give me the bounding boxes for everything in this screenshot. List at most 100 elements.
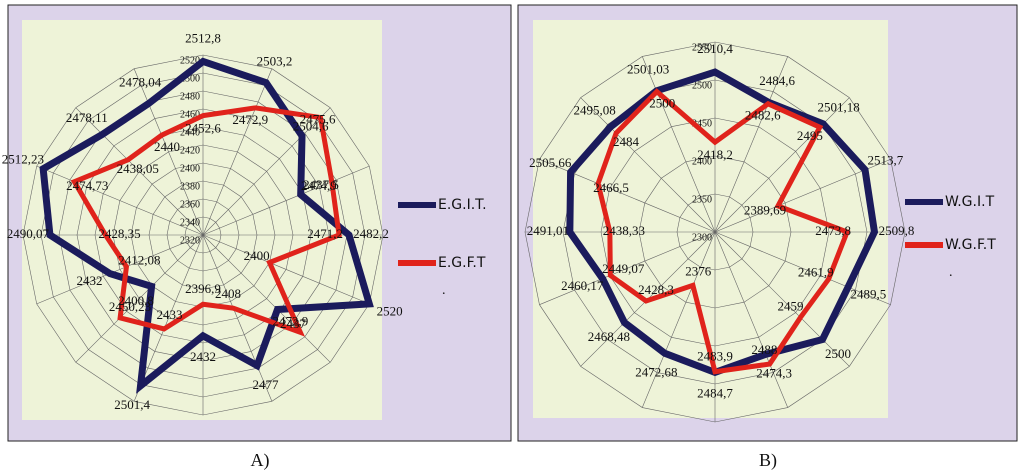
r-tick-label: 2550: [692, 42, 712, 53]
r-tick-label: 2420: [180, 145, 200, 156]
data-label: 2474,73: [66, 178, 108, 193]
data-label: 2482,2: [353, 226, 389, 241]
spoke: [75, 234, 204, 363]
data-label: 2488: [751, 342, 777, 357]
data-label: 2471,2: [307, 226, 343, 241]
spoke: [714, 97, 850, 233]
data-label: 2483,9: [697, 349, 733, 364]
data-label: 2510,4: [697, 41, 733, 56]
r-tick-label: 2350: [692, 194, 712, 205]
data-label: 2500: [825, 346, 851, 361]
data-label: 2400,8: [118, 293, 154, 308]
data-label: 2408: [215, 286, 241, 301]
data-label: 2482,6: [745, 108, 781, 123]
data-label: 2461,9: [798, 265, 834, 280]
data-label: 2396,9: [185, 281, 221, 296]
data-label: 2513,7: [867, 152, 903, 167]
r-tick-label: 2340: [180, 217, 200, 228]
data-label: 2490,07: [7, 226, 50, 241]
spoke: [539, 231, 716, 305]
spoke: [202, 165, 370, 236]
r-tick-label: 2460: [180, 109, 200, 120]
data-label: 2503,2: [257, 53, 293, 68]
spoke: [75, 107, 204, 236]
caption: A): [251, 450, 270, 471]
data-label: 2468,48: [588, 329, 630, 344]
data-label: 2495: [797, 128, 823, 143]
spoke: [202, 234, 370, 305]
data-label: 2466,5: [593, 180, 629, 195]
data-label: 2500: [649, 95, 675, 110]
data-label: 2512,8: [185, 30, 221, 45]
data-label: 2473,8: [815, 223, 851, 238]
data-label: 2474,9: [301, 178, 337, 193]
data-label: 2472,9: [273, 313, 309, 328]
data-label: 2501,18: [818, 99, 860, 114]
data-label: 2450,23: [109, 299, 151, 314]
data-label: 2412,08: [118, 252, 160, 267]
data-label: 2501,4: [114, 397, 150, 412]
spoke: [642, 56, 716, 233]
r-tick-label: 2300: [692, 232, 712, 243]
r-tick-label: 2380: [180, 181, 200, 192]
data-label: 2512,23: [2, 151, 44, 166]
data-label: 2433: [156, 307, 182, 322]
data-label: 2449,07: [602, 261, 645, 276]
data-label: 2438,05: [117, 161, 159, 176]
data-label: 2376: [685, 263, 712, 278]
data-label: 2460,17: [561, 278, 604, 293]
series-line: [595, 88, 851, 375]
series-line: [70, 105, 342, 337]
legend-note: .: [442, 283, 446, 298]
r-tick-label: 2480: [180, 91, 200, 102]
data-label: 2491,01: [527, 223, 569, 238]
spoke: [714, 56, 788, 233]
spoke: [36, 165, 204, 236]
data-label: 2400: [244, 248, 270, 263]
spoke: [202, 234, 331, 363]
caption: B): [759, 450, 777, 471]
data-label: 2477: [252, 377, 279, 392]
data-label: 2509,8: [879, 223, 915, 238]
legend-label: W.G.F.T: [945, 237, 996, 253]
data-label: 2437: [280, 316, 307, 331]
data-label: 2478,04: [119, 74, 162, 89]
data-label: 2437,5: [303, 177, 339, 192]
data-label: 2432: [77, 273, 103, 288]
series-line: [39, 57, 374, 394]
spoke: [642, 231, 716, 408]
data-label: 2389,69: [744, 202, 786, 217]
data-label: 2432: [190, 349, 216, 364]
r-tick-label: 2320: [180, 235, 200, 246]
data-label: 2484,7: [697, 385, 733, 400]
data-label: 2478,11: [66, 110, 108, 125]
spoke: [202, 107, 331, 236]
spoke: [714, 159, 891, 233]
r-tick-label: 2360: [180, 199, 200, 210]
r-tick-label: 2500: [692, 80, 712, 91]
data-label: 2489,5: [851, 287, 887, 302]
legend-label: E.G.F.T: [438, 255, 486, 271]
data-label: 2438,33: [603, 223, 645, 238]
data-label: 2428,35: [98, 226, 140, 241]
r-tick-label: 2500: [180, 73, 200, 84]
data-label: 2475,6: [300, 111, 336, 126]
spoke: [580, 97, 716, 233]
data-label: 2495,08: [573, 103, 615, 118]
spoke: [714, 231, 788, 408]
r-tick-label: 2400: [180, 163, 200, 174]
spoke: [202, 68, 273, 236]
data-label: 2484: [613, 134, 640, 149]
data-label: 2484,6: [759, 73, 795, 88]
data-label: 2472,9: [232, 112, 268, 127]
spoke: [202, 234, 273, 402]
r-tick-label: 2450: [692, 118, 712, 129]
plot-area-a: [22, 20, 382, 420]
spoke: [714, 231, 891, 305]
data-label: 2504,6: [293, 118, 329, 133]
spoke: [133, 234, 204, 402]
data-label: 2452,6: [185, 121, 221, 136]
legend-label: W.G.I.T: [945, 194, 995, 210]
